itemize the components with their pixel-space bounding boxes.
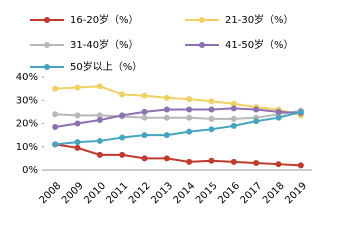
point bbox=[96, 112, 103, 119]
x-tick-label: 2018 bbox=[261, 180, 287, 206]
point bbox=[141, 132, 148, 139]
x-tick-label: 2010 bbox=[82, 180, 108, 206]
point bbox=[141, 108, 148, 115]
point bbox=[208, 106, 215, 113]
x-tick-label: 2012 bbox=[127, 180, 153, 206]
series-line bbox=[55, 110, 302, 146]
point bbox=[253, 160, 260, 167]
y-tick-label: 0% bbox=[22, 165, 38, 176]
legend-marker bbox=[44, 17, 50, 23]
point bbox=[52, 111, 59, 118]
x-tick-label: 2008 bbox=[38, 180, 64, 206]
x-tick-label: 2011 bbox=[105, 180, 131, 206]
point bbox=[96, 151, 103, 158]
point bbox=[163, 155, 170, 162]
legend-label: 41-50岁（%） bbox=[225, 38, 294, 51]
point bbox=[275, 114, 282, 121]
legend-marker bbox=[199, 42, 205, 48]
point bbox=[230, 158, 237, 165]
x-tick-label: 2013 bbox=[149, 180, 175, 206]
point bbox=[163, 94, 170, 101]
series-line bbox=[55, 85, 302, 117]
x-tick-label: 2016 bbox=[216, 180, 242, 206]
point bbox=[141, 92, 148, 99]
point bbox=[141, 155, 148, 162]
x-tick-label: 2017 bbox=[239, 180, 265, 206]
point bbox=[163, 132, 170, 139]
point bbox=[208, 157, 215, 164]
point bbox=[74, 144, 81, 151]
point bbox=[186, 96, 193, 103]
point bbox=[74, 84, 81, 91]
y-tick-label: 20% bbox=[16, 119, 38, 130]
point bbox=[163, 114, 170, 121]
y-tick-label: 40% bbox=[16, 72, 38, 83]
chart: 16-20岁（%） 21-30岁（%） 31-40岁（%） 41-50岁（%） 50岁以… bbox=[16, 13, 312, 206]
legend-label: 50岁以上（%） bbox=[70, 60, 142, 73]
point bbox=[297, 162, 304, 169]
point bbox=[163, 106, 170, 113]
point bbox=[52, 123, 59, 130]
point bbox=[141, 114, 148, 121]
x-tick-label: 2015 bbox=[194, 180, 220, 206]
x-tick-label: 2019 bbox=[283, 180, 309, 206]
point bbox=[119, 112, 126, 119]
point bbox=[186, 158, 193, 165]
point bbox=[96, 117, 103, 124]
point bbox=[186, 114, 193, 121]
point bbox=[96, 83, 103, 90]
y-tick-label: 10% bbox=[16, 142, 38, 153]
point bbox=[52, 85, 59, 92]
point bbox=[119, 91, 126, 98]
point bbox=[74, 139, 81, 146]
point bbox=[230, 105, 237, 112]
point bbox=[253, 118, 260, 125]
point bbox=[186, 106, 193, 113]
x-tick-label: 2014 bbox=[172, 180, 198, 206]
point bbox=[230, 115, 237, 122]
point bbox=[52, 141, 59, 148]
series-line bbox=[55, 107, 301, 128]
legend-label: 21-30岁（%） bbox=[225, 13, 294, 26]
point bbox=[275, 108, 282, 115]
legend-label: 31-40岁（%） bbox=[70, 38, 139, 51]
point bbox=[208, 98, 215, 105]
point bbox=[230, 122, 237, 129]
point bbox=[119, 134, 126, 141]
point bbox=[119, 151, 126, 158]
legend-label: 16-20岁（%） bbox=[70, 13, 139, 26]
point bbox=[186, 128, 193, 135]
legend-marker bbox=[199, 17, 205, 23]
y-tick-label: 30% bbox=[16, 95, 38, 106]
point bbox=[230, 100, 237, 107]
legend-marker bbox=[44, 42, 50, 48]
point bbox=[253, 106, 260, 113]
point bbox=[297, 108, 304, 115]
legend-marker bbox=[44, 64, 50, 70]
point bbox=[74, 112, 81, 119]
series-line bbox=[55, 109, 301, 120]
point bbox=[96, 137, 103, 144]
point bbox=[208, 126, 215, 133]
series-line bbox=[55, 143, 301, 167]
point bbox=[208, 115, 215, 122]
x-tick-label: 2009 bbox=[60, 180, 86, 206]
point bbox=[74, 120, 81, 127]
point bbox=[275, 161, 282, 168]
